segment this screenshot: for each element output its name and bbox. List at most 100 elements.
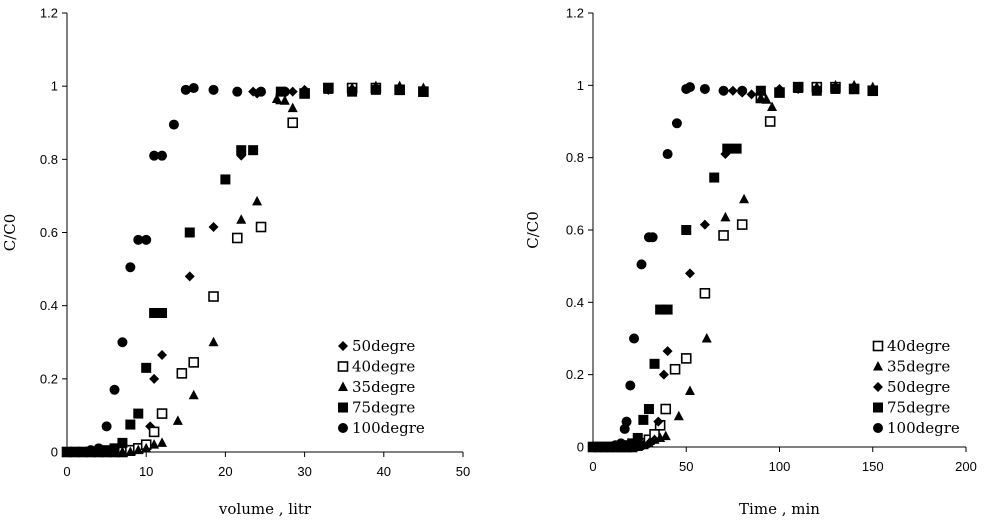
- data-point: [101, 421, 112, 432]
- data-point: [141, 234, 152, 245]
- data-point: [649, 358, 660, 369]
- data-point: [680, 353, 692, 364]
- data-point: [658, 369, 669, 380]
- data-point: [62, 447, 72, 457]
- data-point: [684, 385, 695, 395]
- data-point: [671, 118, 682, 129]
- data-point: [684, 82, 695, 93]
- data-point: [755, 92, 766, 102]
- data-point: [621, 416, 632, 427]
- data-point: [252, 195, 263, 206]
- data-point: [208, 291, 219, 302]
- data-point: [69, 447, 80, 457]
- data-point: [109, 384, 120, 395]
- data-point: [101, 445, 112, 456]
- data-point: [149, 439, 160, 449]
- data-point: [208, 336, 219, 347]
- data-point: [625, 380, 636, 391]
- legend-marker: [873, 382, 883, 392]
- data-point: [615, 438, 626, 449]
- legend: 40degre 35degre 50degre 75degre 100degre: [872, 337, 960, 437]
- x-tick-label: 10: [139, 464, 153, 479]
- data-point: [699, 287, 711, 299]
- data-point: [231, 232, 243, 244]
- legend-marker: [338, 381, 348, 391]
- series-75degre: [588, 82, 878, 452]
- series-50degre: [588, 82, 878, 452]
- data-point: [629, 333, 640, 344]
- data-point: [248, 145, 259, 156]
- data-point: [157, 350, 168, 361]
- data-point: [638, 414, 649, 425]
- data-point: [109, 443, 120, 454]
- data-point: [236, 145, 247, 156]
- data-point: [660, 430, 671, 441]
- legend-label: 50degre: [887, 378, 950, 396]
- data-point: [709, 172, 720, 183]
- data-point: [208, 84, 219, 95]
- legend-marker: [873, 423, 883, 433]
- data-point: [117, 337, 128, 348]
- data-point: [323, 82, 334, 93]
- data-point: [370, 84, 381, 95]
- data-point: [255, 221, 267, 233]
- y-tick-label: 0.2: [566, 367, 584, 382]
- data-point: [830, 83, 841, 94]
- x-tick-label: 50: [679, 459, 693, 474]
- data-point: [739, 193, 750, 204]
- data-point: [176, 368, 188, 379]
- data-point: [184, 227, 195, 238]
- y-tick-label: 0.4: [566, 295, 584, 310]
- y-tick-label: 0.8: [566, 150, 584, 165]
- data-point: [394, 84, 405, 95]
- data-point: [632, 432, 643, 443]
- data-point: [157, 150, 168, 161]
- y-axis-title: C/C0: [1, 214, 19, 252]
- series-35degre: [588, 79, 878, 451]
- data-point: [156, 408, 168, 419]
- data-point: [148, 426, 160, 438]
- data-point: [220, 174, 231, 185]
- data-point: [681, 225, 692, 235]
- chart-2: 0 0.2 0.4 0.6 0.8 1 1.2 0 50 100 150 200 Time , min C…: [524, 6, 977, 519]
- data-point: [793, 82, 804, 93]
- data-point: [141, 442, 152, 453]
- legend-label: 75degre: [887, 399, 950, 417]
- data-point: [256, 86, 267, 97]
- legend-marker: [338, 402, 348, 413]
- x-tick-label: 40: [377, 464, 391, 479]
- legend-label: 100degre: [352, 419, 425, 437]
- data-point: [287, 117, 299, 129]
- y-tick-label: 0: [51, 445, 58, 460]
- data-point: [718, 230, 729, 241]
- legend: 50degre 40degre 35degre 75degre 100degre: [337, 337, 425, 437]
- data-point: [93, 443, 104, 454]
- data-point: [722, 143, 733, 154]
- data-point: [184, 271, 195, 282]
- data-point: [279, 86, 290, 97]
- data-point: [731, 143, 742, 154]
- x-tick-label: 20: [218, 464, 232, 479]
- data-point: [718, 85, 729, 96]
- y-tick-label: 0: [577, 440, 584, 455]
- data-point: [867, 85, 878, 96]
- y-tick-label: 1: [577, 78, 584, 93]
- data-point: [236, 214, 247, 224]
- data-point: [117, 446, 128, 456]
- data-point: [684, 268, 695, 279]
- x-tick-label: 50: [456, 464, 470, 479]
- data-point: [621, 440, 632, 451]
- data-point: [287, 86, 298, 97]
- legend-label: 100degre: [887, 419, 960, 437]
- y-tick-label: 0.2: [40, 371, 58, 386]
- legend-label: 35degre: [352, 378, 415, 396]
- data-point: [849, 83, 860, 94]
- data-point: [774, 87, 785, 98]
- data-point: [627, 438, 638, 449]
- legend-marker: [873, 361, 883, 371]
- data-point: [133, 444, 144, 455]
- data-point: [157, 307, 168, 318]
- y-axis-title: C/C0: [524, 211, 542, 249]
- legend-marker: [872, 340, 884, 352]
